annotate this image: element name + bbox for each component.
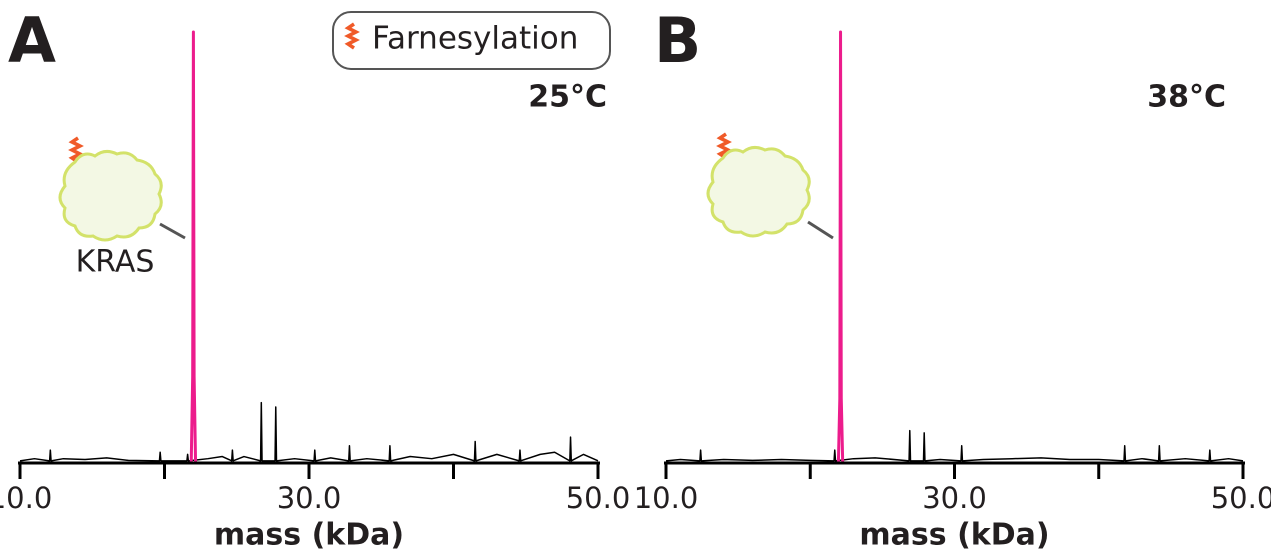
spectrum-line [19,401,599,462]
x-tick-label: 50.0 [1211,481,1271,515]
chart-title: 25°C [528,80,607,115]
panel-label: B [654,4,701,77]
legend: Farnesylation [332,11,611,70]
x-tick-label: 30.0 [277,481,342,515]
x-axis-label: mass (kDa) [214,518,404,553]
spectrum-line [836,30,845,464]
spectrum-line [189,30,198,464]
x-tick-label: 30.0 [922,481,987,515]
spectrum-line [665,429,1244,462]
legend-label: Farnesylation [372,21,578,57]
x-tick-label: 10.0 [0,481,52,515]
protein-icon-a [58,136,186,242]
annotation: KRAS [76,245,155,280]
chart-title: 38°C [1147,80,1226,115]
protein-icon-b [706,132,834,240]
x-axis-label: mass (kDa) [859,518,1049,553]
panel-label: A [8,4,56,77]
legend-box [332,11,611,70]
x-tick-label: 10.0 [634,481,699,515]
x-tick-label: 50.0 [566,481,631,515]
legend-icon [344,22,360,50]
